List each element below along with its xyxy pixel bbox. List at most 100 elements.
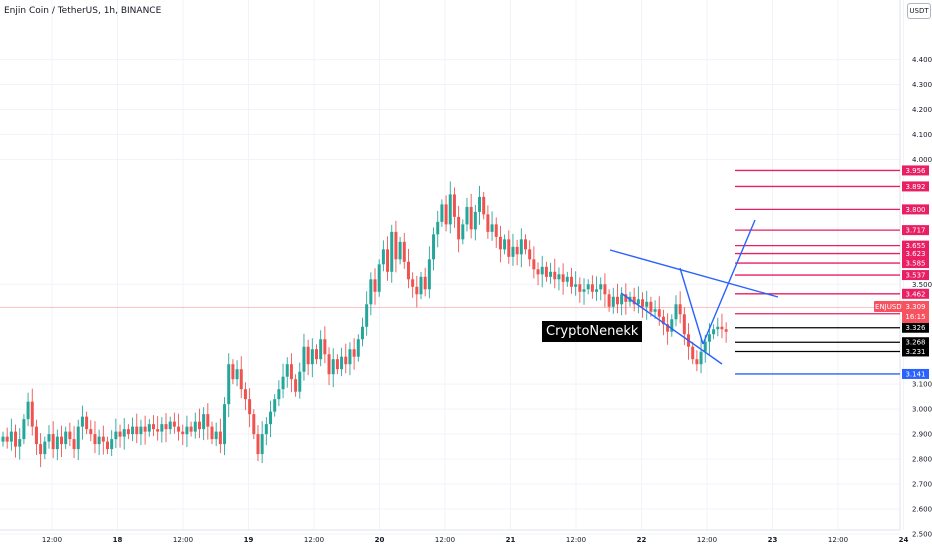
price-tick-label: 4.000 xyxy=(912,156,932,164)
price-tick-label: 2.700 xyxy=(912,481,932,489)
candle-body xyxy=(695,359,699,365)
candle-body xyxy=(486,214,490,232)
candle-body xyxy=(716,326,720,330)
candle-body xyxy=(315,349,318,360)
time-tick-label: 12:00 xyxy=(435,536,455,544)
candle-body xyxy=(386,249,390,272)
candle-body xyxy=(185,426,189,435)
symbol-label: ENJUSDT xyxy=(875,303,907,311)
candle-body xyxy=(189,426,193,432)
candle-body xyxy=(131,426,135,435)
candle-body xyxy=(524,239,527,250)
candle-body xyxy=(411,279,415,287)
candle-body xyxy=(536,269,540,275)
candle-body xyxy=(101,436,105,442)
candle-body xyxy=(260,434,264,455)
candle-body xyxy=(327,354,331,375)
candle-body xyxy=(289,364,293,380)
candle-body xyxy=(515,246,519,255)
candle-body xyxy=(14,431,18,447)
candle-body xyxy=(624,294,628,302)
candle-body xyxy=(139,426,143,435)
candle-body xyxy=(603,284,607,295)
candle-body xyxy=(365,304,369,327)
candle-body xyxy=(452,194,456,217)
candle-body xyxy=(51,434,55,450)
candle-body xyxy=(193,421,197,432)
candle-body xyxy=(227,364,231,405)
candle-body xyxy=(457,216,461,240)
currency-badge[interactable]: USDT xyxy=(907,3,931,19)
candle-body xyxy=(18,439,22,447)
level-price-badge xyxy=(902,248,929,259)
candle-body xyxy=(269,411,273,425)
time-tick-label: 12:00 xyxy=(697,536,717,544)
candle-body xyxy=(39,444,43,455)
candle-body xyxy=(352,349,356,357)
candle-body xyxy=(348,349,352,365)
candle-body xyxy=(657,309,661,317)
candle-body xyxy=(666,324,670,332)
candle-body xyxy=(699,351,703,365)
candle-body xyxy=(164,424,168,430)
candle-body xyxy=(595,289,599,292)
candle-body xyxy=(574,284,578,287)
price-tick-label: 4.400 xyxy=(912,56,932,64)
level-price-badge xyxy=(902,322,929,333)
candle-body xyxy=(561,274,565,282)
candle-body xyxy=(620,294,624,305)
time-tick-label: 12:00 xyxy=(42,536,62,544)
candle-body xyxy=(553,271,557,280)
symbol-badge xyxy=(874,301,907,312)
candle-body xyxy=(436,221,440,235)
level-price-label: 3.231 xyxy=(905,348,925,356)
price-tick-label: 3.500 xyxy=(912,281,932,289)
candle-body xyxy=(691,346,695,360)
candle-body xyxy=(549,271,553,277)
candle-body xyxy=(294,379,298,392)
candle-body xyxy=(5,436,9,442)
level-price-badge xyxy=(902,270,929,281)
pattern-drawings xyxy=(609,219,779,365)
time-tick-label: 19 xyxy=(244,536,254,544)
level-price-label: 3.326 xyxy=(905,324,926,332)
time-tick-label: 12:00 xyxy=(828,536,848,544)
candle-body xyxy=(720,326,724,330)
candle-body xyxy=(615,296,619,305)
candle-body xyxy=(636,299,640,305)
level-price-badge xyxy=(902,258,929,269)
candle-body xyxy=(390,231,394,272)
price-tick-label: 3.100 xyxy=(912,381,932,389)
level-price-label: 3.462 xyxy=(905,290,925,298)
level-price-label: 3.717 xyxy=(905,227,925,235)
chart-title: Enjin Coin / TetherUS, 1h, BINANCE xyxy=(4,6,162,16)
candle-body xyxy=(599,284,603,290)
candle-body xyxy=(494,224,498,237)
current-price-value: 3.309 xyxy=(905,303,925,311)
candle-body xyxy=(89,429,93,435)
projection-line-2 xyxy=(702,219,756,345)
candle-body xyxy=(678,304,682,315)
candle-body xyxy=(68,431,72,440)
candle-body xyxy=(231,364,235,380)
candle-body xyxy=(360,326,364,340)
candle-body xyxy=(532,259,536,270)
candle-body xyxy=(235,369,239,380)
time-tick-label: 12:00 xyxy=(173,536,193,544)
candle-body xyxy=(381,249,385,265)
level-price-badge xyxy=(902,181,929,192)
time-tick-label: 21 xyxy=(506,536,516,544)
price-tick-label: 4.300 xyxy=(912,81,932,89)
time-tick-label: 12:00 xyxy=(566,536,586,544)
projection-line-1 xyxy=(679,267,704,345)
candle-body xyxy=(285,364,289,377)
candle-body xyxy=(30,401,34,427)
candle-body xyxy=(465,206,469,225)
candle-body xyxy=(645,301,649,307)
candle-body xyxy=(670,319,674,332)
candle-body xyxy=(22,419,26,440)
candle-body xyxy=(335,359,339,370)
watermark-label: CryptoNenekk xyxy=(542,321,643,342)
level-price-badge xyxy=(902,346,929,357)
